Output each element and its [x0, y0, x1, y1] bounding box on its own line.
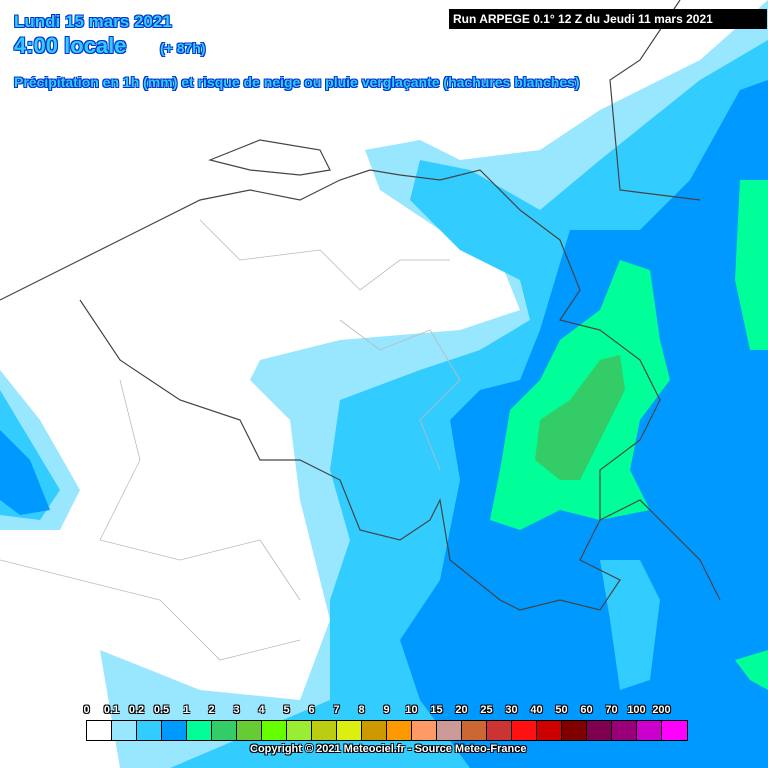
- regions: [0, 219, 461, 661]
- legend-label: 7: [333, 704, 340, 716]
- legend-label: 100: [627, 704, 646, 716]
- legend-label: 6: [308, 704, 315, 716]
- forecast-lead-time: (+ 87h): [160, 40, 206, 56]
- legend-swatch: [512, 721, 537, 740]
- legend-swatch: [162, 721, 187, 740]
- legend-swatch: [587, 721, 612, 740]
- legend-swatch: [187, 721, 212, 740]
- legend-swatch: [412, 721, 437, 740]
- legend-label: 5: [283, 704, 290, 716]
- legend-swatch: [237, 721, 262, 740]
- legend-label: 60: [580, 704, 593, 716]
- legend-swatch: [287, 721, 312, 740]
- legend-swatch: [212, 721, 237, 740]
- legend-swatch: [437, 721, 462, 740]
- map-description: Précipitation en 1h (mm) et risque de ne…: [14, 74, 580, 90]
- forecast-time: 4:00 locale: [14, 33, 127, 58]
- legend-label: 9: [383, 704, 390, 716]
- legend-label: 3: [233, 704, 240, 716]
- legend-label: 25: [480, 704, 493, 716]
- legend-swatch: [362, 721, 387, 740]
- legend-swatch: [637, 721, 662, 740]
- legend-label: 0.2: [128, 704, 145, 716]
- legend-swatch: [112, 721, 137, 740]
- legend-label: 200: [652, 704, 671, 716]
- legend-label: 50: [555, 704, 568, 716]
- legend-swatch: [387, 721, 412, 740]
- legend-label: 70: [605, 704, 618, 716]
- legend-swatch: [662, 721, 687, 740]
- legend-label: 1: [183, 704, 190, 716]
- legend-label: 2: [208, 704, 215, 716]
- legend-label: 40: [530, 704, 543, 716]
- copyright: Copyright © 2021 Meteociel.fr - Source M…: [250, 743, 527, 755]
- legend-swatch: [562, 721, 587, 740]
- legend-swatch: [137, 721, 162, 740]
- legend-label: 4: [258, 704, 265, 716]
- legend-swatch: [87, 721, 112, 740]
- legend-swatch: [487, 721, 512, 740]
- legend-label: 0.5: [153, 704, 170, 716]
- legend-swatch: [612, 721, 637, 740]
- borders: [0, 0, 721, 611]
- legend-label: 30: [505, 704, 518, 716]
- legend-swatch: [462, 721, 487, 740]
- legend-label: 0: [83, 704, 90, 716]
- forecast-date: Lundi 15 mars 2021: [14, 12, 172, 31]
- legend-swatch: [262, 721, 287, 740]
- legend-label: 8: [358, 704, 365, 716]
- legend-label: 0.1: [103, 704, 120, 716]
- legend-swatch: [312, 721, 337, 740]
- legend-label: 15: [430, 704, 443, 716]
- legend-label: 10: [405, 704, 418, 716]
- model-run-label: Run ARPEGE 0.1° 12 Z du Jeudi 11 mars 20…: [449, 9, 767, 29]
- legend-label: 20: [455, 704, 468, 716]
- legend-swatch: [337, 721, 362, 740]
- legend-swatch: [537, 721, 562, 740]
